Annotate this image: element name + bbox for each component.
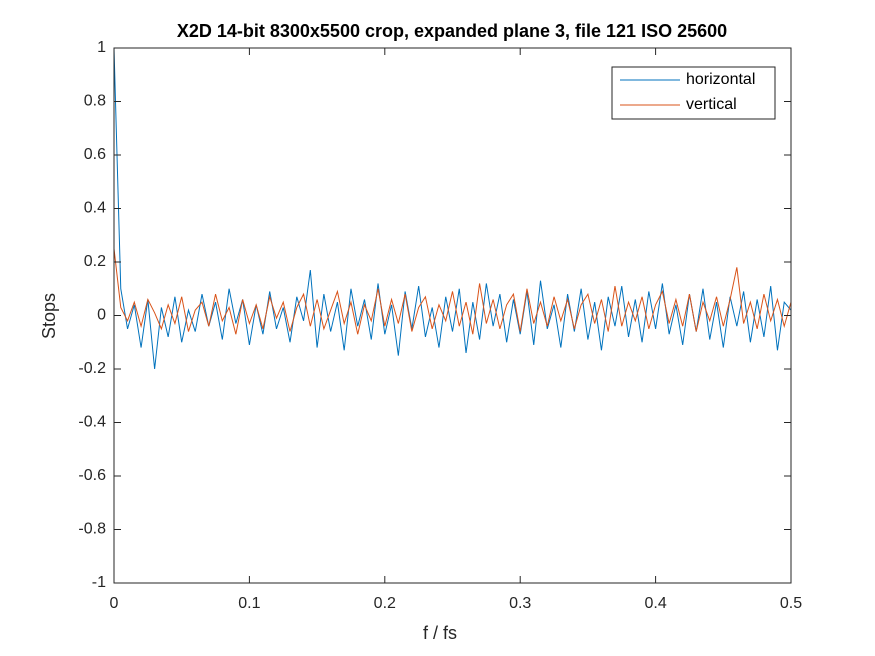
line-series [113, 47, 792, 370]
legend-box [611, 66, 776, 120]
x-tick-label: 0.2 [374, 595, 396, 612]
y-tick-label: -0.6 [78, 467, 106, 484]
chart-title: X2D 14-bit 8300x5500 crop, expanded plan… [177, 21, 727, 41]
legend-label: horizontal [686, 71, 755, 88]
y-tick-label: 0.4 [84, 200, 106, 217]
x-tick-label: 0.1 [238, 595, 260, 612]
y-tick-label: -1 [92, 574, 106, 591]
x-tick-label: 0.3 [509, 595, 531, 612]
x-axis-label: f / fs [423, 623, 457, 643]
y-tick-label: -0.4 [78, 414, 106, 431]
y-tick-label: 0.2 [84, 253, 106, 270]
line-series [113, 248, 792, 335]
x-tick-label: 0.5 [780, 595, 802, 612]
y-tick-label: 0 [97, 307, 106, 324]
y-axis-label: Stops [39, 293, 59, 339]
y-tick-label: 0.8 [84, 93, 106, 110]
y-tick-label: -0.8 [78, 521, 106, 538]
y-tick-label: -0.2 [78, 360, 106, 377]
x-tick-label: 0 [110, 595, 119, 612]
y-tick-label: 0.6 [84, 146, 106, 163]
x-tick-label: 0.4 [644, 595, 666, 612]
y-tick-label: 1 [97, 39, 106, 56]
legend-label: vertical [686, 96, 737, 113]
